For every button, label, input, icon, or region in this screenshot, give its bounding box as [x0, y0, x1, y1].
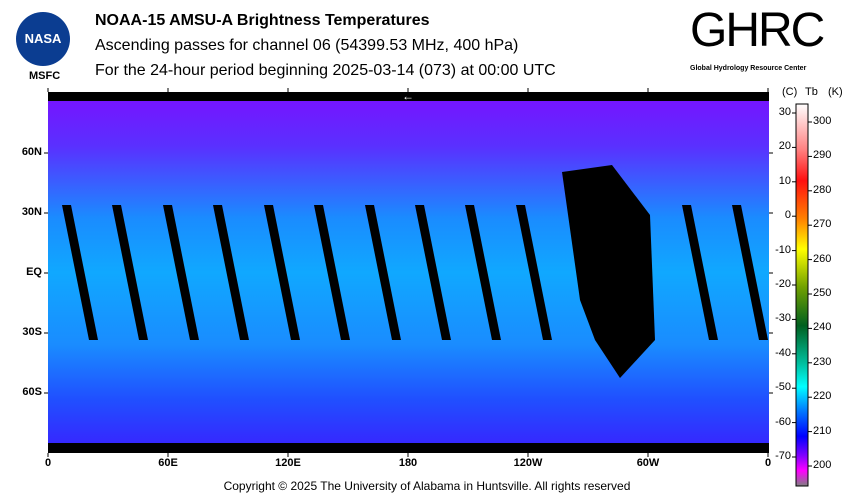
swath-gap: [365, 205, 401, 340]
y-tick-label: 60N: [21, 146, 42, 158]
swath-gap: [682, 205, 718, 340]
y-tick-label: 30S: [22, 326, 42, 338]
colorbar-celsius-tick: -30: [775, 312, 791, 325]
colorbar-celsius-tick: -20: [775, 278, 791, 290]
direction-arrow: ←: [402, 89, 414, 103]
colorbar-celsius-tick: -40: [775, 346, 791, 359]
colorbar-kelvin-tick: 220: [813, 390, 832, 403]
map-field: [48, 92, 769, 453]
chart-period: For the 24-hour period beginning 2025-03…: [95, 62, 556, 79]
swath-gap: [264, 205, 300, 340]
swath-gap: [516, 205, 552, 340]
ghrc-fullname: Global Hydrology Resource Center: [690, 65, 807, 72]
x-tick-label: 0: [44, 457, 52, 469]
colorbar-kelvin-tick: 270: [813, 218, 832, 231]
colorbar-celsius-tick: -60: [775, 415, 791, 428]
colorbar-kelvin-tick: 240: [813, 321, 832, 334]
bottom-nodata-band: [48, 443, 769, 453]
x-tick-label: 60E: [158, 457, 178, 469]
colorbar: [795, 103, 809, 487]
swath-gap: [213, 205, 249, 340]
swath-gaps: [62, 205, 768, 340]
colorbar-kelvin-tick: 260: [813, 252, 832, 265]
swath-gap: [314, 205, 350, 340]
ghrc-logo: GHRC: [690, 4, 825, 57]
swath-gap: [112, 205, 148, 340]
swath-gap: [465, 205, 501, 340]
colorbar-celsius-tick: 0: [784, 209, 791, 222]
chart-title: NOAA-15 AMSU-A Brightness Temperatures: [95, 12, 430, 29]
colorbar-kelvin-tick: 280: [813, 183, 832, 196]
top-nodata-band: [48, 92, 769, 101]
msfc-label: MSFC: [29, 70, 61, 82]
colorbar-header-tb: Tb: [805, 86, 818, 98]
colorbar-header-c: (C): [782, 86, 798, 98]
swath-gap: [732, 205, 768, 340]
colorbar-kelvin-tick: 290: [813, 149, 832, 162]
x-tick-label: 120E: [275, 457, 301, 469]
swath-gap: [62, 205, 98, 340]
colorbar-kelvin-tick: 300: [813, 115, 832, 127]
y-tick-label: 30N: [21, 206, 42, 218]
colorbar-celsius-tick: -10: [775, 243, 791, 256]
colorbar-celsius-tick: -70: [775, 450, 791, 462]
y-tick-label: 60S: [22, 386, 42, 398]
colorbar-celsius-tick: -50: [775, 381, 791, 394]
colorbar-kelvin-tick: 200: [813, 459, 832, 471]
swath-gap: [163, 205, 199, 340]
swath-gap: [415, 205, 451, 340]
large-data-gap: [562, 165, 655, 378]
chart-subtitle: Ascending passes for channel 06 (54399.5…: [95, 37, 519, 54]
colorbar-kelvin-tick: 230: [813, 355, 832, 368]
colorbar-celsius-tick: 30: [778, 106, 791, 118]
colorbar-kelvin-tick: 210: [813, 424, 832, 437]
x-tick-label: 0: [764, 457, 772, 469]
y-tick-label: EQ: [26, 266, 42, 278]
nasa-logo: NASA: [16, 12, 70, 66]
colorbar-celsius-tick: 20: [778, 140, 791, 153]
colorbar-header-k: (K): [828, 86, 843, 98]
copyright: Copyright © 2025 The University of Alaba…: [223, 479, 631, 493]
x-tick-label: 60W: [636, 457, 660, 469]
x-tick-label: 180: [398, 457, 418, 469]
x-tick-label: 120W: [513, 457, 543, 469]
colorbar-kelvin-tick: 250: [813, 287, 832, 299]
colorbar-celsius-tick: 10: [778, 174, 791, 187]
